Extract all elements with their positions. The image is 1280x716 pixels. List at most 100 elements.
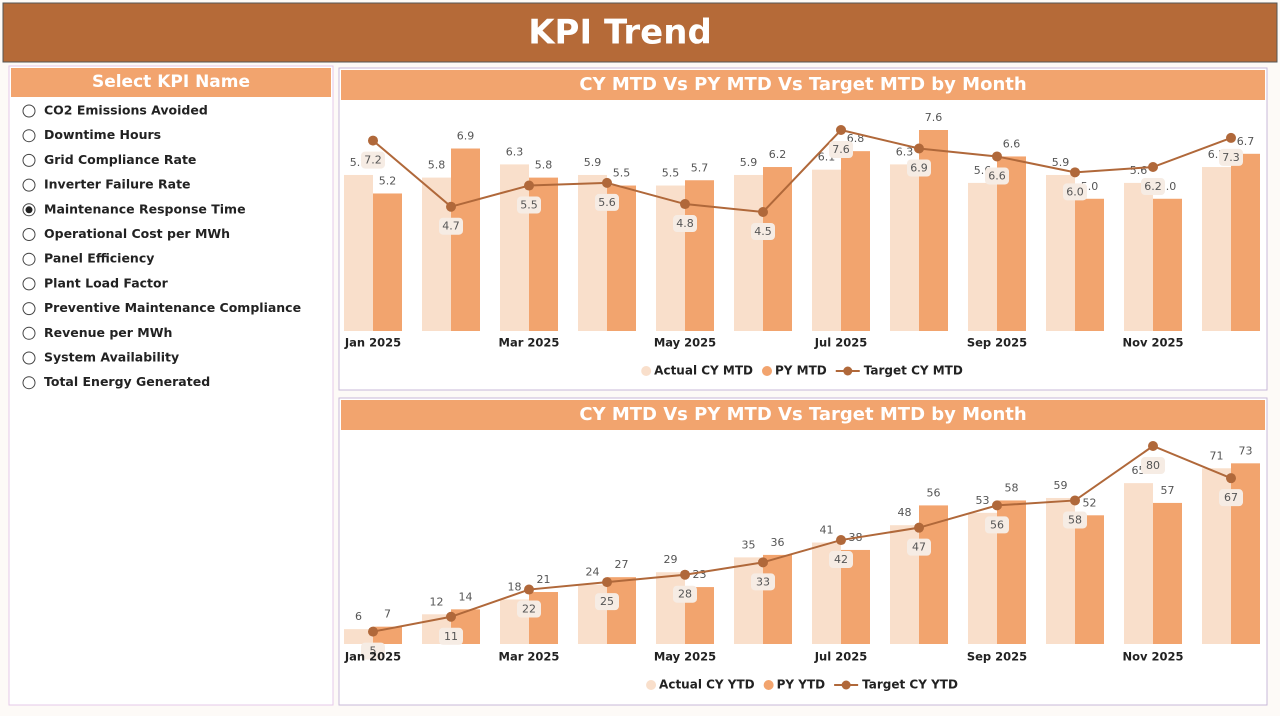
data-label: 5.6 (598, 196, 616, 209)
slicer-item[interactable]: Grid Compliance Rate (44, 152, 196, 167)
line-point (992, 151, 1002, 162)
radio-button[interactable] (22, 376, 36, 390)
bar (763, 554, 792, 644)
data-label: 36 (771, 536, 785, 549)
slicer-item[interactable]: Maintenance Response Time (44, 201, 246, 216)
bar (812, 169, 841, 331)
bar (1075, 515, 1104, 644)
label-box (1063, 183, 1087, 201)
data-label: 35 (742, 538, 756, 551)
data-label: 5.8 (428, 159, 446, 172)
bar (890, 164, 919, 331)
label-box (985, 516, 1009, 534)
radio-button[interactable] (22, 104, 36, 118)
chart-title: CY MTD Vs PY MTD Vs Target MTD by Month (579, 404, 1026, 425)
legend-marker (762, 366, 773, 376)
line-point (1226, 132, 1236, 143)
label-box (1141, 457, 1165, 474)
radio-button[interactable] (22, 351, 36, 365)
radio-button[interactable] (22, 178, 36, 192)
radio-button[interactable] (22, 129, 36, 143)
bar (734, 557, 763, 644)
radio-button[interactable] (22, 302, 36, 316)
line-point (680, 199, 690, 210)
x-tick-label: Jul 2025 (814, 650, 867, 664)
bar (968, 182, 997, 331)
data-label: 5.9 (740, 156, 758, 169)
slicer-header (11, 68, 331, 97)
slicer-title: Select KPI Name (92, 72, 250, 92)
bar (1046, 174, 1075, 331)
label-box (829, 551, 853, 569)
data-label: 58 (1068, 513, 1082, 526)
legend-marker (843, 366, 853, 376)
label-box (439, 217, 463, 235)
bar (1153, 502, 1182, 644)
slicer-item[interactable]: Panel Efficiency (44, 251, 154, 266)
data-label: 52 (1083, 496, 1097, 509)
radio-button[interactable] (22, 326, 36, 340)
x-tick-label: Jan 2025 (344, 650, 401, 664)
data-label: 33 (756, 575, 770, 588)
radio-button[interactable] (22, 277, 36, 291)
label-box (361, 151, 385, 169)
label-box (673, 215, 697, 233)
line-point (602, 177, 612, 188)
line-point (602, 577, 612, 588)
data-label: 12 (430, 595, 444, 608)
x-tick-label: Nov 2025 (1122, 336, 1183, 350)
data-label: 6.9 (910, 162, 928, 175)
data-label: 42 (834, 553, 848, 566)
bar (997, 156, 1026, 331)
data-label: 6.6 (1003, 137, 1021, 150)
label-box (439, 627, 463, 645)
bar (656, 572, 685, 644)
bar (529, 592, 558, 644)
radio-button[interactable] (22, 153, 36, 167)
bar (422, 177, 451, 331)
slicer-item[interactable]: Total Energy Generated (44, 374, 210, 389)
legend-marker (641, 366, 652, 376)
slicer-item[interactable]: CO2 Emissions Avoided (44, 103, 208, 118)
data-label: 6.2 (1144, 180, 1162, 193)
line-point (446, 201, 456, 212)
radio-button[interactable] (22, 252, 36, 266)
bar (1075, 198, 1104, 331)
data-label: 58 (1005, 481, 1019, 494)
line-point (524, 584, 534, 595)
data-label: 6.7 (1237, 135, 1255, 148)
data-label: 23 (693, 568, 707, 581)
data-label: 56 (990, 518, 1004, 531)
data-label: 4.8 (676, 217, 694, 230)
slicer-item[interactable]: Preventive Maintenance Compliance (44, 300, 301, 315)
slicer-item[interactable]: Inverter Failure Rate (44, 177, 191, 192)
line-point (914, 522, 924, 533)
slicer-item[interactable]: Plant Load Factor (44, 275, 169, 290)
bar (1153, 198, 1182, 331)
bar (344, 174, 373, 331)
slicer-item[interactable]: System Availability (44, 350, 179, 365)
label-box (595, 593, 619, 611)
radio-button[interactable] (22, 228, 36, 241)
data-label: 28 (678, 588, 692, 601)
x-tick-label: Mar 2025 (499, 650, 560, 664)
bar (607, 577, 636, 644)
data-label: 48 (898, 506, 912, 519)
slicer-item[interactable]: Downtime Hours (44, 127, 161, 142)
x-tick-label: Sep 2025 (967, 650, 1027, 664)
legend-label: Target CY MTD (864, 364, 963, 378)
line-point (680, 569, 690, 580)
line-point (1148, 441, 1158, 451)
data-label: 73 (1239, 444, 1253, 457)
bar (734, 174, 763, 331)
data-label: 5.2 (379, 174, 397, 187)
slicer-item[interactable]: Operational Cost per MWh (44, 226, 230, 241)
slicer-item[interactable]: Revenue per MWh (44, 325, 172, 340)
data-label: 7.3 (1222, 151, 1240, 164)
data-label: 67 (1224, 491, 1238, 504)
page-title: KPI Trend (528, 13, 712, 53)
x-tick-label: Mar 2025 (499, 336, 560, 350)
data-label: 4.5 (754, 225, 772, 238)
data-label: 59 (1054, 479, 1068, 492)
data-label: 47 (912, 541, 926, 554)
